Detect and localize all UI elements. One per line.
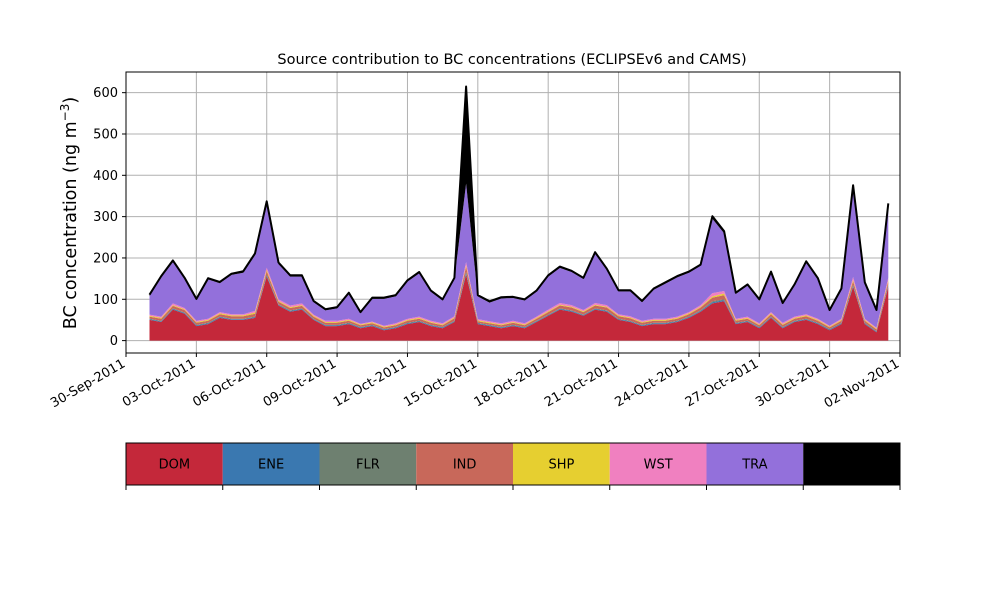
plot-area-frame [125,71,901,354]
legend-label-bb: BB [843,458,861,473]
legend-swatch-ene [222,443,320,485]
x-tick-label: 30-Sep-2011 [48,356,128,411]
legend-swatch-bb [803,443,900,485]
x-tick-label: 15-Oct-2011 [401,356,479,410]
y-axis-label-close: ) [61,97,81,104]
x-tick-label: 02-Nov-2011 [822,356,902,411]
legend-label-ind: IND [453,458,477,473]
legend-label-shp: SHP [548,458,574,473]
x-tick-label: 30-Oct-2011 [753,356,831,410]
legend-swatch-ind [416,443,513,485]
y-axis-label-exponent: −3 [58,104,72,122]
legend-swatch-tra [706,443,804,485]
x-tick-label: 06-Oct-2011 [190,356,268,410]
legend-swatch-wst [609,443,707,485]
legend-label-wst: WST [644,458,673,473]
legend-label-dom: DOM [159,458,190,473]
legend-label-ene: ENE [258,458,284,473]
y-tick-label: 500 [93,127,118,142]
y-tick-label: 200 [93,251,118,266]
y-tick-label: 300 [93,210,118,225]
legend-swatch-dom [126,443,223,485]
x-tick-label: 24-Oct-2011 [613,356,691,410]
y-tick-label: 0 [110,334,118,349]
chart-title: Source contribution to BC concentrations… [277,52,746,68]
area-tra [149,183,889,328]
legend-label-flr: FLR [356,458,380,473]
x-tick-label: 27-Oct-2011 [683,356,761,410]
legend-label-tra: TRA [741,458,767,473]
area-dom [149,274,889,341]
y-axis-label-main: BC concentration (ng m [61,121,81,329]
x-tick-label: 03-Oct-2011 [120,356,198,410]
y-axis-label: BC concentration (ng m−3) [58,97,81,329]
legend-swatch-flr [319,443,417,485]
y-tick-label: 100 [93,293,118,308]
x-tick-label: 09-Oct-2011 [261,356,339,410]
stacked-areas [149,86,889,341]
total-outline-line [148,85,890,314]
y-axis-ticks: 0 100 200 300 400 500 600 [93,86,126,349]
x-tick-label: 21-Oct-2011 [542,356,620,410]
x-axis-ticks: 30-Sep-201103-Oct-201106-Oct-201109-Oct-… [48,353,902,411]
source-legend: DOM ENE FLR IND SHP WST TRA BB [125,442,901,490]
y-tick-label: 600 [93,86,118,101]
y-tick-label: 400 [93,169,118,184]
x-tick-label: 12-Oct-2011 [331,356,409,410]
x-tick-label: 18-Oct-2011 [472,356,550,410]
legend-swatch-shp [513,443,610,485]
